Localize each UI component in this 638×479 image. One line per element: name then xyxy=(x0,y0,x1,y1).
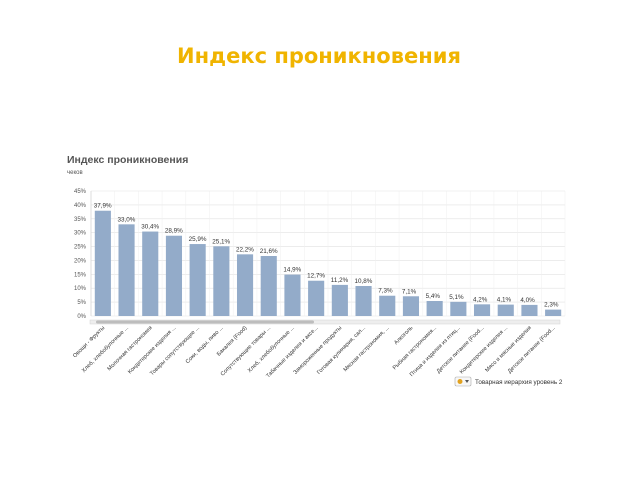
legend-series-icon xyxy=(457,379,463,384)
y-tick-label: 35% xyxy=(74,217,87,223)
bar[interactable] xyxy=(355,286,372,316)
data-label: 37,9% xyxy=(94,203,112,210)
category-label: Замороженные продукты xyxy=(293,325,344,376)
category-label: Кондитерские изделия ... xyxy=(127,325,178,376)
y-tick-label: 0% xyxy=(77,314,86,320)
data-label: 4,1% xyxy=(497,297,512,304)
category-label: Детское питание (Food... xyxy=(507,325,557,375)
horizontal-scrollbar[interactable] xyxy=(89,319,561,325)
bar[interactable] xyxy=(473,304,491,316)
data-label: 7,1% xyxy=(402,288,417,295)
category-label: Мясная гастрономия, ... xyxy=(343,325,391,373)
bar[interactable] xyxy=(426,301,443,316)
bar[interactable] xyxy=(450,301,467,316)
data-label: 25,9% xyxy=(189,236,207,243)
grid: 0% 5% 10% 15% 20% 25% 30% 35% 40% 45% xyxy=(74,189,566,320)
data-label: 5,1% xyxy=(449,294,464,301)
data-label: 11,2% xyxy=(331,277,349,284)
data-labels: 37,9% 33,0% 30,4% 28,9% 25,9% 25,1% 22,2% 21,6%… xyxy=(94,203,559,309)
bar[interactable] xyxy=(213,246,230,316)
y-tick-label: 15% xyxy=(74,272,87,278)
data-label: 22,2% xyxy=(236,246,254,253)
bar[interactable] xyxy=(379,295,396,316)
data-label: 30,4% xyxy=(141,224,159,231)
legend[interactable]: Товарная иерархия уровень 2 xyxy=(454,376,563,387)
bar[interactable] xyxy=(331,284,348,316)
data-label: 10,8% xyxy=(354,278,372,285)
data-label: 28,9% xyxy=(165,228,183,235)
data-label: 12,7% xyxy=(307,273,325,280)
category-label: Готовая кулинария, сал... xyxy=(316,325,367,376)
category-label: Рыбная гастрономия... xyxy=(392,325,438,371)
y-tick-label: 30% xyxy=(74,231,87,237)
y-tick-label: 10% xyxy=(74,286,87,292)
bar[interactable] xyxy=(308,280,325,316)
legend-entry: Товарная иерархия уровень 2 xyxy=(475,379,563,386)
data-label: 21,6% xyxy=(260,248,278,255)
bar[interactable] xyxy=(118,224,135,316)
data-label: 25,1% xyxy=(212,238,230,245)
y-tick-label: 25% xyxy=(74,245,87,251)
y-tick-label: 20% xyxy=(74,258,87,264)
chart-title: Индекс проникновения xyxy=(67,154,188,166)
bar[interactable] xyxy=(545,309,562,316)
y-tick-label: 5% xyxy=(77,300,86,306)
bars xyxy=(94,210,562,316)
category-label: Хлеб, хлебобулочные ... xyxy=(247,325,296,374)
category-label: Мясо и мясные изделия xyxy=(484,325,532,373)
bar[interactable] xyxy=(521,304,538,316)
chevron-down-icon xyxy=(465,380,469,383)
y-tick-label: 40% xyxy=(74,203,87,209)
category-label: Хлеб, хлебобулочные ... xyxy=(81,325,130,374)
y-axis-label: чеков xyxy=(67,170,83,176)
data-label: 2,3% xyxy=(544,302,559,309)
slide-title: Индекс проникновения xyxy=(177,44,461,68)
data-label: 5,4% xyxy=(426,293,441,300)
category-label: Кондитерские изделия ... xyxy=(459,325,510,376)
category-label: Алкоголь xyxy=(393,325,414,346)
data-label: 33,0% xyxy=(117,216,135,223)
scrollbar-thumb[interactable] xyxy=(96,320,314,324)
legend-selector-button[interactable] xyxy=(454,376,472,387)
data-label: 7,3% xyxy=(378,288,393,295)
y-tick-label: 45% xyxy=(74,189,87,195)
bar[interactable] xyxy=(142,231,159,316)
bar[interactable] xyxy=(497,304,514,316)
bar[interactable] xyxy=(189,244,206,316)
bar[interactable] xyxy=(260,256,277,316)
bar[interactable] xyxy=(284,274,301,316)
scrollbar-track[interactable] xyxy=(89,319,561,325)
category-label: Молочная гастрономия xyxy=(107,325,154,372)
bar[interactable] xyxy=(94,210,111,316)
bar[interactable] xyxy=(165,235,183,316)
bar[interactable] xyxy=(236,254,254,316)
data-label: 4,2% xyxy=(473,296,488,303)
data-label: 14,9% xyxy=(283,267,301,274)
category-label: Детское питание (Food... xyxy=(436,325,486,375)
bar[interactable] xyxy=(402,296,420,316)
data-label: 4,0% xyxy=(520,297,535,304)
